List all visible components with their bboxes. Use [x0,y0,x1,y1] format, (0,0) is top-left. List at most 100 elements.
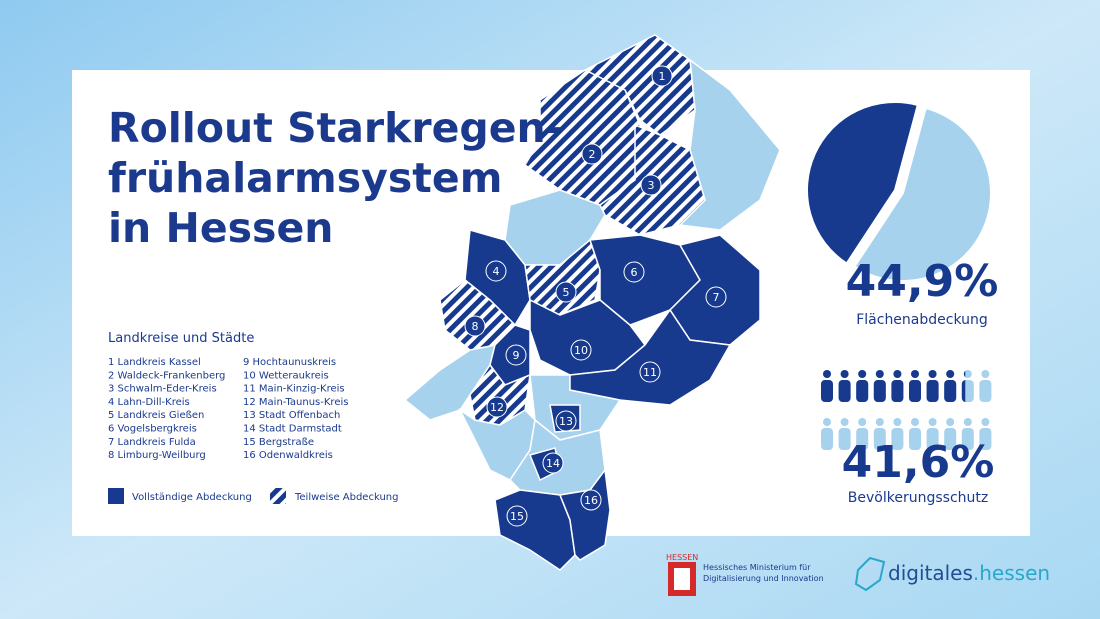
person-filled [926,370,939,402]
person-head [911,370,919,378]
crest-inner [674,568,690,590]
person-body [856,380,869,402]
legend-item: 5 Landkreis Gießen [108,410,204,421]
person-head [946,370,955,378]
region [569,308,732,406]
region-number: 11 [643,366,657,379]
person-body [821,380,833,402]
person-filled [873,370,886,402]
title-line: Rollout Starkregen- [108,104,563,152]
region-marker [580,489,602,511]
person-head [963,370,972,378]
person-filled [961,370,966,402]
pie-rest [853,106,992,282]
region-number: 4 [493,265,500,278]
legend-item: 11 Main-Kinzig-Kreis [243,384,345,395]
legend-full: Vollständige Abdeckung [132,492,252,503]
area-caption: Flächenabdeckung [856,312,988,328]
region-marker [485,260,507,282]
pie-slice [806,101,920,265]
region-number: 7 [713,291,720,304]
region-marker [506,505,528,527]
person-head [928,370,937,378]
title-line: in Hessen [108,204,333,252]
person-body [979,428,992,450]
person-head [981,418,990,426]
person-body [909,380,921,402]
person-head [823,370,831,378]
region-marker [505,344,527,366]
brand-main: digitales [888,561,973,585]
person-body [909,428,921,450]
person-body [979,380,992,402]
legend-partial: Teilweise Abdeckung [294,492,398,503]
region-number: 6 [631,266,638,279]
legend-item: 16 Odenwaldkreis [243,450,333,461]
person-head [893,370,902,378]
area-value: 44,9% [846,256,999,307]
person-head [911,418,919,426]
region-number: 8 [472,320,479,333]
person-body [961,428,974,450]
person-light [909,418,921,450]
region-number: 1 [659,70,666,83]
person-head [963,418,972,426]
population-value: 41,6% [842,437,995,488]
person-filled [821,370,833,402]
region-number: 9 [513,349,520,362]
legend-item: 2 Waldeck-Frankenberg [108,370,225,381]
legend-item: 14 Stadt Darmstadt [243,424,342,435]
person-head [840,370,849,378]
person-head [823,418,831,426]
person-body [961,380,966,402]
person-head [963,370,966,378]
person-head [875,370,884,378]
people-icons [821,370,992,450]
region-marker [581,143,603,165]
person-head [858,418,867,426]
ministry-line: Digitalisierung und Innovation [703,574,824,583]
person-body [873,380,886,402]
legend-item: 8 Limburg-Weilburg [108,450,206,461]
brand-suffix: .hessen [973,561,1050,585]
person-body [891,380,904,402]
legend-item: 6 Vogelsbergkreis [108,424,197,435]
region-marker [486,396,508,418]
brand: digitales.hessen [888,561,1050,585]
person-light [979,418,992,450]
legend-item: 12 Main-Taunus-Kreis [243,397,348,408]
person-head [928,418,937,426]
region-number: 16 [584,494,598,507]
legend-item: 4 Lahn-Dill-Kreis [108,397,190,408]
person-body [926,428,939,450]
person-light [856,418,869,450]
region-number: 10 [574,344,588,357]
region-number: 15 [510,510,524,523]
person-body [838,380,851,402]
person-body [891,428,904,450]
person-light [944,418,957,450]
person-body [944,428,957,450]
region-marker [555,410,577,432]
brand-icon [854,556,886,592]
person-body [873,428,886,450]
brand-logo: digitales.hessen [854,556,1050,592]
person-body [838,428,851,450]
region-marker [464,315,486,337]
legend-item: 10 Wetteraukreis [243,370,329,381]
region-marker [705,286,727,308]
person-light [961,418,974,450]
legend-item: 1 Landkreis Kassel [108,357,201,368]
region-marker [651,65,673,87]
person-filled [856,370,869,402]
person-head [840,418,849,426]
legend-list: 1 Landkreis Kassel 2 Waldeck-Frankenberg 3… [108,357,348,461]
region-marker [640,174,662,196]
title-line: frühalarmsystem [108,154,502,202]
legend-item: 15 Bergstraße [243,437,314,448]
region-marker [555,281,577,303]
state-name: HESSEN [666,553,698,562]
region-number: 5 [563,286,570,299]
